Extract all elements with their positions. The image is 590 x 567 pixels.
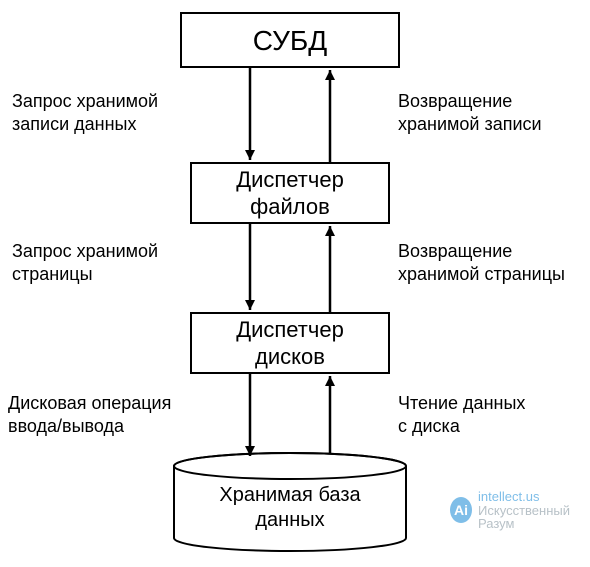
edge-label-2: Возвращениехранимой записи — [398, 90, 542, 137]
watermark: Ai intellect.us Искусственный Разум — [450, 490, 590, 531]
edge-label-5: Дисковая операцияввода/вывода — [8, 392, 171, 439]
watermark-badge-icon: Ai — [450, 497, 472, 523]
edge-label-4: Возвращениехранимой страницы — [398, 240, 565, 287]
watermark-sub: Искусственный Разум — [478, 503, 570, 532]
edge-label-1: Запрос хранимойзаписи данных — [12, 90, 158, 137]
edge-label-3: Запрос хранимойстраницы — [12, 240, 158, 287]
edge-label-6: Чтение данныхс диска — [398, 392, 525, 439]
node-storage-label: Хранимая базаданных — [219, 471, 360, 533]
watermark-text: intellect.us Искусственный Разум — [478, 490, 590, 531]
flowchart-diagram: СУБД Диспетчерфайлов Диспетчердисков Хра… — [0, 0, 590, 567]
